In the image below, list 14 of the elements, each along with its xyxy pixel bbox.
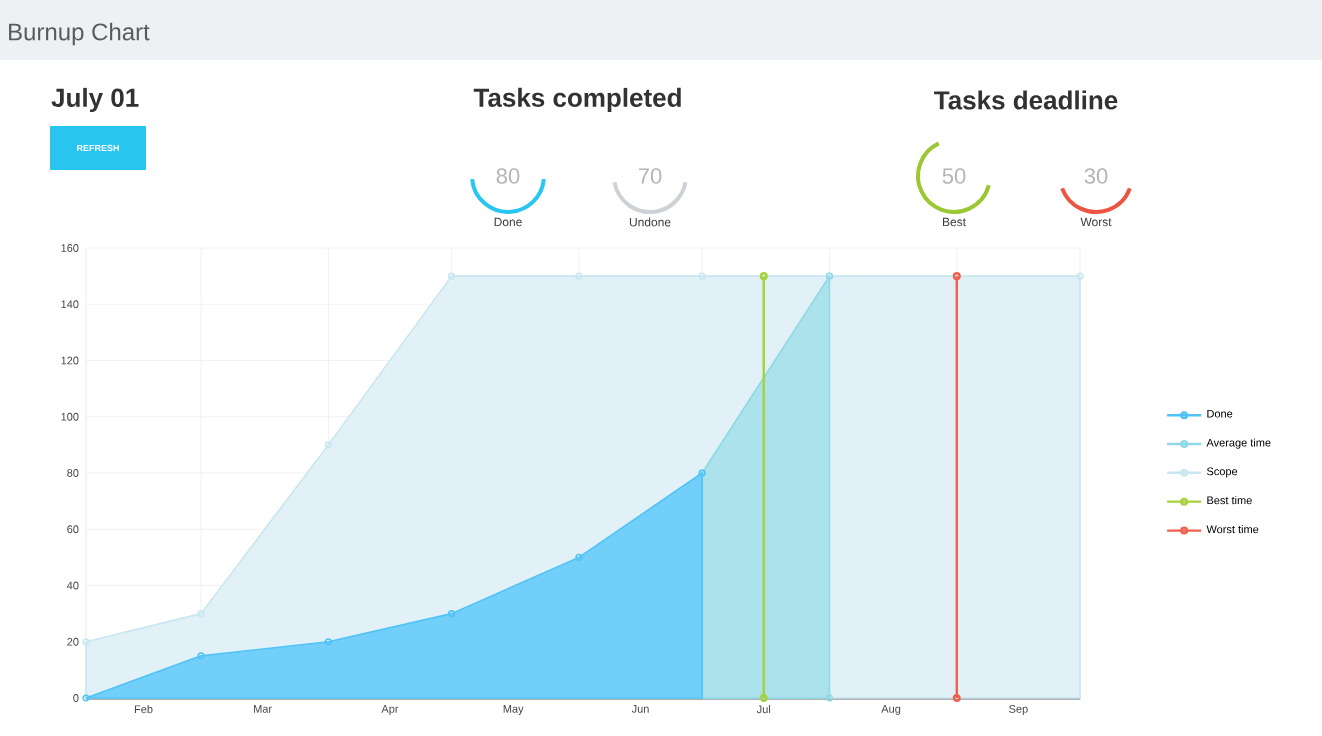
text: 70 [638,168,662,184]
text: July 01 [51,87,139,113]
text: Burnup Chart [9,22,150,46]
point [575,553,583,561]
text: 50 [942,168,966,184]
point [825,694,834,702]
point [447,610,456,618]
text: 80 [496,168,520,184]
point [197,652,205,660]
point [1076,272,1084,280]
text: Tasks deadline [934,90,1118,110]
point [324,638,332,646]
text: Tasks completed [473,87,681,113]
text: 30 [1084,168,1108,184]
